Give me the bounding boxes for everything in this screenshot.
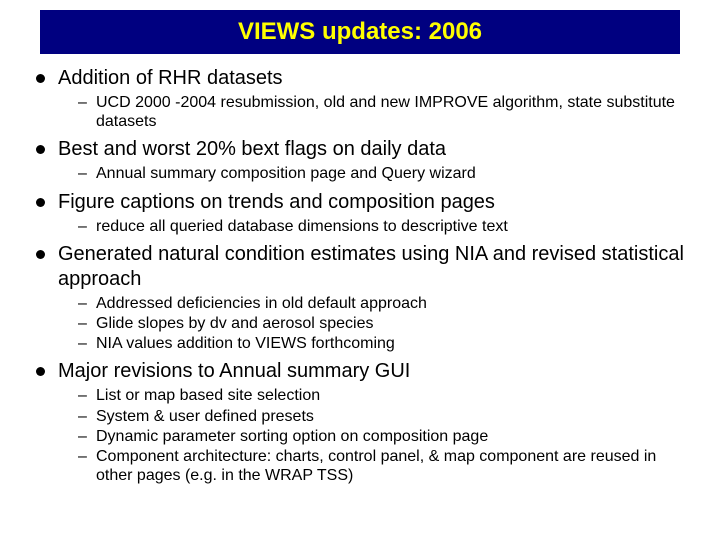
sub-list: UCD 2000 -2004 resubmission, old and new… [58,93,684,131]
sub-item: Dynamic parameter sorting option on comp… [78,427,684,446]
main-bullet-text: Major revisions to Annual summary GUI [58,360,410,382]
sub-item: Annual summary composition page and Quer… [78,164,684,183]
sub-list: List or map based site selection System … [58,386,684,485]
slide-title: VIEWS updates: 2006 [40,10,680,54]
list-item: Major revisions to Annual summary GUI Li… [36,359,684,485]
sub-list: Addressed deficiencies in old default ap… [58,294,684,354]
main-bullet-text: Figure captions on trends and compositio… [58,191,495,213]
list-item: Generated natural condition estimates us… [36,242,684,354]
main-list: Addition of RHR datasets UCD 2000 -2004 … [36,66,684,485]
sub-list: reduce all queried database dimensions t… [58,217,684,236]
sub-item: Component architecture: charts, control … [78,447,684,485]
sub-item: System & user defined presets [78,407,684,426]
sub-item: NIA values addition to VIEWS forthcoming [78,334,684,353]
main-bullet-text: Generated natural condition estimates us… [58,243,684,290]
sub-item: UCD 2000 -2004 resubmission, old and new… [78,93,684,131]
sub-item: reduce all queried database dimensions t… [78,217,684,236]
main-bullet-text: Addition of RHR datasets [58,67,283,89]
sub-item: List or map based site selection [78,386,684,405]
slide-content: Addition of RHR datasets UCD 2000 -2004 … [0,54,720,485]
list-item: Best and worst 20% bext flags on daily d… [36,137,684,183]
main-bullet-text: Best and worst 20% bext flags on daily d… [58,138,446,160]
list-item: Addition of RHR datasets UCD 2000 -2004 … [36,66,684,131]
list-item: Figure captions on trends and compositio… [36,190,684,236]
sub-list: Annual summary composition page and Quer… [58,164,684,183]
sub-item: Glide slopes by dv and aerosol species [78,314,684,333]
sub-item: Addressed deficiencies in old default ap… [78,294,684,313]
